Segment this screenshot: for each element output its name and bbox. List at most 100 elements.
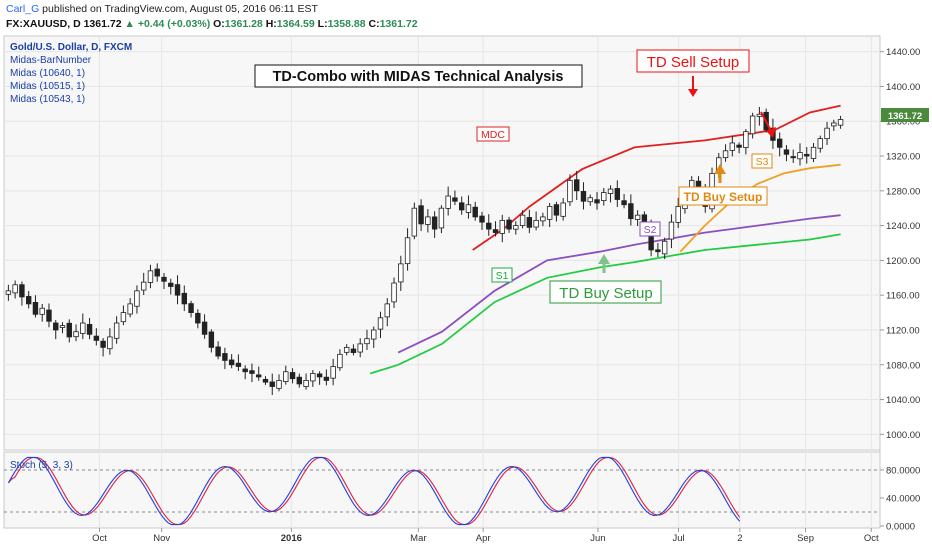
stochastic: 80.0000 40.0000 0.0000 (4, 456, 920, 533)
candle (601, 192, 607, 201)
price-axis[interactable]: 1440.00 1400.00 1360.00 1320.00 1280.00 1240.… (880, 47, 920, 441)
stoch-tick-label: 80.0000 (886, 466, 920, 477)
legend-item: Midas (10640, 1) (10, 68, 85, 79)
x-tick-label: Sep (797, 533, 814, 544)
x-tick-label: Mar (410, 533, 426, 544)
candle (222, 353, 228, 361)
candle (371, 329, 377, 340)
y-tick-label: 1040.00 (886, 395, 920, 406)
candle (364, 338, 370, 345)
low-value: 1358.88 (327, 18, 366, 30)
grid (4, 36, 880, 528)
candle (722, 150, 729, 159)
candle (310, 373, 316, 382)
candle (824, 127, 830, 140)
candle (458, 202, 465, 211)
candle (668, 221, 675, 240)
close-label: C: (368, 18, 380, 30)
candle (831, 122, 837, 127)
candle (526, 217, 533, 228)
candle (533, 219, 539, 228)
stoch-tick-label: 0.0000 (886, 522, 915, 533)
title-box (254, 64, 583, 88)
candle (235, 362, 242, 367)
open-label: O: (213, 18, 225, 30)
time-axis[interactable]: Oct Nov 2016 Mar Apr Jun Jul 2 Sep Oct (92, 528, 879, 544)
candle (506, 219, 512, 230)
stoch-pane[interactable] (3, 451, 881, 529)
candle (384, 303, 390, 318)
chart-title: TD-Combo with MIDAS Technical Analysis (273, 69, 564, 85)
candle (337, 353, 343, 369)
candle (567, 179, 573, 203)
y-tick-label: 1360.00 (886, 117, 920, 128)
candle (120, 312, 127, 323)
candle (607, 188, 614, 194)
y-tick-label: 1280.00 (886, 186, 920, 197)
up-arrow-icon (598, 254, 610, 273)
candle (330, 366, 336, 379)
y-tick-label: 1200.00 (886, 256, 920, 267)
candle (594, 199, 600, 204)
candle (675, 206, 681, 223)
candle (161, 276, 167, 282)
s2-label: S2 (644, 224, 657, 236)
candle (147, 270, 154, 283)
candle (140, 281, 147, 291)
mdc-label-box (476, 126, 510, 142)
candle (107, 336, 113, 350)
candle (46, 309, 52, 322)
candle (479, 215, 485, 223)
midas-line-s1 (369, 233, 841, 375)
candle (404, 237, 411, 265)
candle (499, 219, 505, 234)
candle (621, 200, 627, 206)
candle (553, 204, 560, 216)
candle (201, 321, 208, 335)
candle (73, 331, 79, 338)
candle (53, 322, 59, 331)
candle (837, 119, 844, 126)
candle (343, 346, 350, 353)
symbol-line: FX:XAUUSD, D 1361.72 ▲ +0.44 (+0.03%) O:… (6, 18, 418, 30)
candle (465, 204, 472, 213)
candle (25, 296, 32, 305)
s2-label-box (639, 221, 661, 237)
candle (19, 284, 25, 298)
candle (614, 188, 621, 200)
symbol-name: FX:XAUUSD, D (6, 18, 81, 30)
author-link[interactable]: Carl_G (6, 3, 40, 15)
candle (323, 376, 330, 381)
candle (32, 302, 39, 315)
midas-line-mdc (472, 104, 841, 251)
buy-setup-box-2 (678, 186, 768, 206)
main-pane[interactable] (3, 35, 881, 451)
price-change: +0.44 (+0.03%) (137, 18, 211, 30)
low-label: L: (317, 18, 328, 30)
x-tick-label: Apr (476, 533, 491, 544)
legend-item: Midas (10543, 1) (10, 94, 85, 105)
candle (59, 325, 66, 328)
candle (377, 317, 384, 330)
y-tick-label: 1440.00 (886, 47, 920, 58)
candle (790, 156, 796, 159)
y-tick-label: 1320.00 (886, 152, 920, 163)
candle (587, 197, 593, 203)
candle (749, 115, 756, 135)
x-tick-label: Oct (864, 533, 879, 544)
candle (269, 381, 275, 387)
legend-title: Gold/U.S. Dollar, D, FXCM (10, 42, 132, 53)
y-tick-label: 1080.00 (886, 360, 920, 371)
s1-label-box (491, 267, 513, 283)
sell-setup-box (636, 49, 750, 73)
open-value: 1361.28 (224, 18, 263, 30)
candle (181, 292, 187, 305)
midas-lines (369, 104, 841, 375)
candle (391, 282, 397, 303)
legend-item: Midas-BarNumber (10, 55, 92, 66)
close-value: 1361.72 (379, 18, 418, 30)
candle (289, 372, 296, 380)
candle (743, 131, 749, 148)
candle (86, 324, 93, 335)
